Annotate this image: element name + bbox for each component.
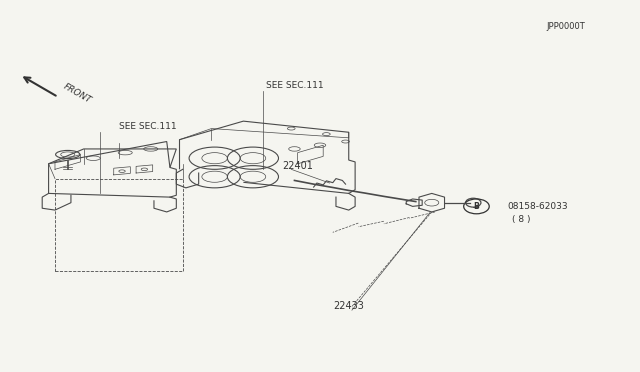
Text: JPP0000T: JPP0000T [547, 22, 586, 31]
Text: SEE SEC.111: SEE SEC.111 [266, 81, 323, 90]
Text: ( 8 ): ( 8 ) [511, 215, 530, 224]
Text: FRONT: FRONT [61, 82, 93, 105]
Text: B: B [474, 202, 479, 211]
Text: 22433: 22433 [333, 301, 364, 311]
Text: SEE SEC.111: SEE SEC.111 [119, 122, 177, 131]
Text: 22401: 22401 [282, 161, 313, 171]
Text: 08158-62033: 08158-62033 [507, 202, 568, 211]
